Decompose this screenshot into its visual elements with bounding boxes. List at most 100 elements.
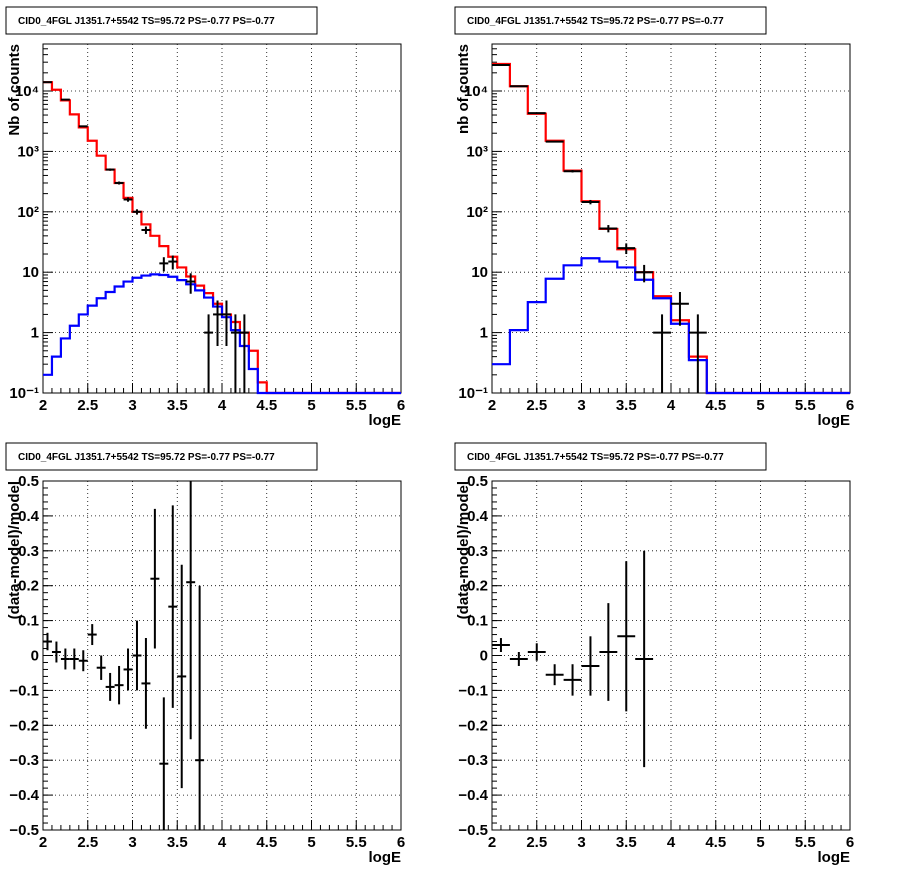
y-tick-label: 0.4	[18, 508, 40, 525]
data-point	[168, 505, 178, 708]
x-tick-label: 5.5	[795, 834, 816, 851]
data-point	[132, 620, 142, 691]
data-point	[563, 664, 582, 696]
x-tick-label: 5.5	[346, 397, 367, 414]
y-tick-label: 10⁴	[15, 83, 39, 100]
y-tick-label: −0.4	[9, 787, 39, 804]
x-tick-label: 4	[218, 397, 227, 414]
chart-title: CID0_4FGL J1351.7+5542 TS=95.72 PS=-0.77…	[467, 452, 724, 463]
plot-frame	[42, 43, 402, 394]
data-point	[653, 314, 671, 393]
data-point	[671, 292, 689, 326]
x-tick-label: 4.5	[256, 397, 277, 414]
x-tick-label: 3	[128, 834, 136, 851]
x-tick-label: 5	[756, 397, 764, 414]
data-point	[51, 641, 61, 663]
data-point	[581, 636, 600, 696]
x-tick-label: 3	[577, 397, 585, 414]
x-axis-label: logE	[818, 412, 851, 429]
x-tick-label: 5.5	[795, 397, 816, 414]
x-axis-label: logE	[369, 412, 402, 429]
histogram-source-model	[43, 273, 401, 395]
y-tick-label: −0.3	[458, 752, 488, 769]
data-point	[150, 508, 160, 649]
y-tick-label: 0.2	[467, 578, 488, 595]
data-point	[43, 632, 52, 651]
data-point	[509, 652, 528, 666]
x-axis-label: logE	[369, 849, 402, 866]
pad-counts-left: 2 2.5 3 3.5 4 4.5 5 5.5 6 10⁻¹ 1 10 10² 10³ 10⁴ logE Nb …	[5, 6, 405, 429]
data-point	[581, 199, 600, 205]
data-point	[239, 314, 249, 393]
x-tick-label: 3	[128, 397, 136, 414]
x-tick-label: 5	[756, 834, 764, 851]
chart-title: CID0_4FGL J1351.7+5542 TS=95.72 PS=-0.77…	[18, 16, 275, 27]
y-tick-label: 10³	[466, 143, 488, 160]
data-point	[204, 314, 214, 393]
y-tick-label: 10³	[17, 143, 39, 160]
data-point	[635, 264, 654, 283]
title-box	[454, 6, 767, 35]
data-point	[563, 170, 582, 173]
data-point	[69, 648, 79, 670]
data-point	[78, 125, 88, 128]
data-point	[60, 648, 70, 670]
y-tick-label: 0.5	[467, 473, 488, 490]
y-tick-label: −0.2	[458, 717, 488, 734]
y-tick-label: 1	[31, 325, 39, 342]
x-axis-label: logE	[818, 849, 851, 866]
y-tick-label: 0.4	[467, 508, 489, 525]
x-tick-label: 3	[577, 834, 585, 851]
y-tick-label: 10⁻¹	[458, 385, 488, 402]
data-point	[222, 300, 231, 346]
x-tick-label: 2	[39, 397, 47, 414]
y-tick-label: 0.1	[18, 613, 39, 630]
data-point	[177, 564, 187, 789]
data-point	[132, 209, 142, 215]
data-point	[688, 314, 707, 393]
y-tick-label: 10²	[466, 204, 488, 221]
y-tick-label: 0.3	[467, 543, 488, 560]
x-tick-label: 4	[667, 397, 676, 414]
title-box	[5, 442, 318, 471]
x-tick-label: 4.5	[256, 834, 277, 851]
histogram-source-model	[492, 257, 850, 395]
x-tick-label: 4	[667, 834, 676, 851]
data-point	[114, 181, 124, 185]
x-tick-label: 2.5	[77, 834, 98, 851]
data-point	[230, 314, 240, 393]
y-tick-label: 1	[480, 325, 488, 342]
y-tick-label: 10⁻¹	[9, 385, 39, 402]
x-tick-label: 4	[218, 834, 227, 851]
title-box	[5, 6, 318, 35]
x-tick-label: 4.5	[705, 834, 726, 851]
x-tick-label: 6	[846, 397, 854, 414]
y-axis-label: (data-model)/model	[455, 481, 472, 619]
data-point	[527, 643, 546, 661]
x-tick-label: 2.5	[526, 834, 547, 851]
plot-frame	[42, 480, 402, 831]
data-point	[78, 650, 88, 672]
data-point	[141, 226, 151, 234]
x-tick-label: 3.5	[167, 397, 188, 414]
x-tick-label: 2	[488, 834, 496, 851]
plot-frame	[491, 43, 851, 394]
x-tick-label: 2	[39, 834, 47, 851]
data-point	[105, 168, 115, 171]
x-tick-label: 6	[397, 397, 405, 414]
x-tick-label: 2.5	[77, 397, 98, 414]
x-tick-label: 5	[307, 397, 315, 414]
data-point	[141, 638, 151, 729]
data-point	[96, 655, 106, 680]
x-tick-label: 4.5	[705, 397, 726, 414]
data-point	[186, 273, 196, 294]
data-point	[87, 624, 97, 646]
y-tick-label: −0.3	[9, 752, 39, 769]
data-point	[635, 550, 654, 768]
y-tick-label: −0.4	[458, 787, 488, 804]
y-tick-label: −0.2	[9, 717, 39, 734]
data-point	[123, 197, 133, 202]
data-point	[617, 561, 636, 712]
data-point	[213, 300, 222, 346]
